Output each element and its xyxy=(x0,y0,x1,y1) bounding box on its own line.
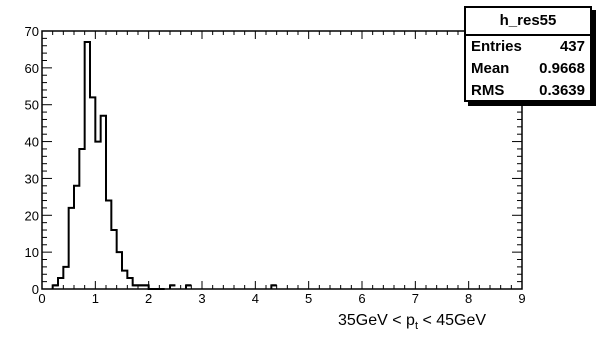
axis-ticks xyxy=(41,30,523,290)
stats-label: RMS xyxy=(471,82,505,99)
y-tick-label: 50 xyxy=(25,98,39,113)
x-axis-label-suffix: < 45GeV xyxy=(418,312,487,329)
stats-title: h_res55 xyxy=(466,8,590,36)
y-tick-label: 0 xyxy=(32,282,39,297)
stats-box: h_res55 Entries 437 Mean 0.9668 RMS 0.36… xyxy=(464,6,592,102)
y-tick-label: 60 xyxy=(25,61,39,76)
stats-value: 437 xyxy=(559,38,585,55)
x-tick-label: 8 xyxy=(465,291,472,306)
x-tick-label: 6 xyxy=(358,291,365,306)
stats-row-mean: Mean 0.9668 xyxy=(466,58,590,80)
x-tick-label: 0 xyxy=(38,291,45,306)
y-tick-label: 10 xyxy=(25,245,39,260)
stats-label: Entries xyxy=(471,38,522,55)
x-tick-label: 9 xyxy=(518,291,525,306)
x-tick-label: 4 xyxy=(252,291,259,306)
stats-value: 0.9668 xyxy=(539,60,585,77)
stats-row-entries: Entries 437 xyxy=(466,36,590,58)
x-tick-label: 7 xyxy=(412,291,419,306)
stats-row-rms: RMS 0.3639 xyxy=(466,80,590,102)
x-axis-label-prefix: 35GeV < p xyxy=(338,312,415,329)
x-tick-label: 3 xyxy=(198,291,205,306)
y-tick-label: 30 xyxy=(25,171,39,186)
x-tick-label: 1 xyxy=(92,291,99,306)
histogram-series-line xyxy=(51,41,277,290)
x-axis-label: 35GeV < pt < 45GeV xyxy=(338,312,486,332)
x-tick-label: 5 xyxy=(305,291,312,306)
x-tick-label: 2 xyxy=(145,291,152,306)
histogram-bin xyxy=(95,142,100,289)
histogram-bins xyxy=(52,142,277,289)
x-axis-label-subscript: t xyxy=(414,320,419,333)
y-tick-label: 20 xyxy=(25,208,39,223)
y-tick-label: 40 xyxy=(25,135,39,150)
plot-frame xyxy=(41,30,523,290)
axis-tick-labels: 0 1 2 3 4 5 6 7 8 9 0 10 20 30 40 50 60 70 xyxy=(25,24,526,306)
y-tick-label: 70 xyxy=(25,24,39,39)
stats-value: 0.3639 xyxy=(539,82,585,99)
stats-label: Mean xyxy=(471,60,510,77)
